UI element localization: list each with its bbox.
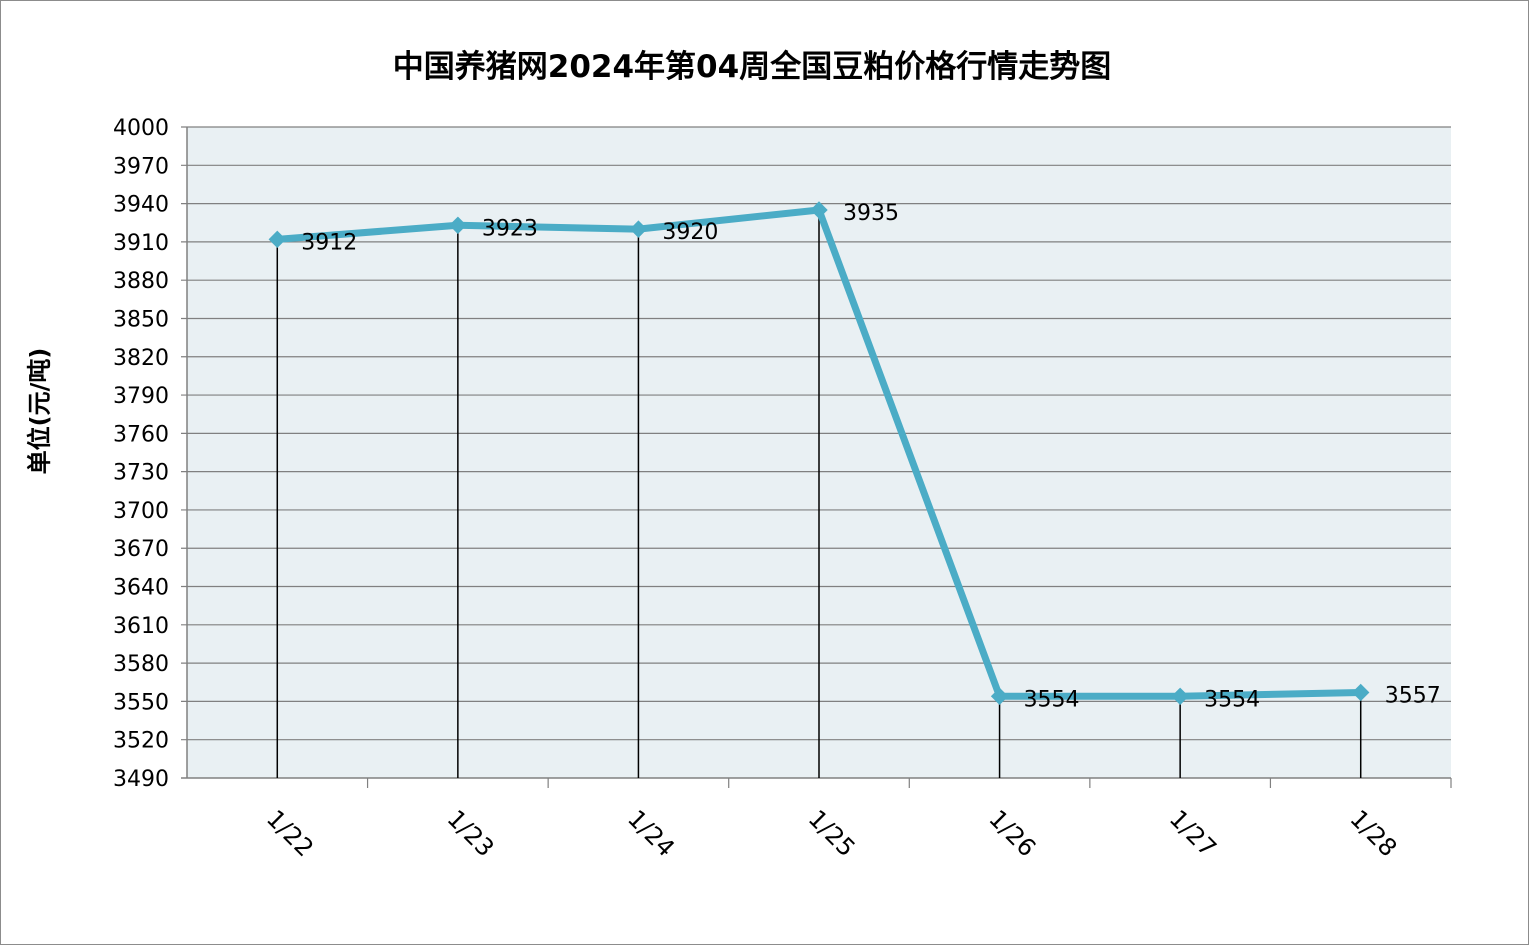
y-tick-label: 3820 xyxy=(113,346,169,371)
y-tick-label: 3490 xyxy=(113,767,169,792)
category-label: 1/22 xyxy=(261,804,319,862)
category-label: 1/26 xyxy=(983,804,1041,862)
grid-lines xyxy=(181,126,1451,779)
data-label: 3554 xyxy=(1204,687,1260,712)
y-tick-label: 3700 xyxy=(113,499,169,524)
data-point-marker xyxy=(990,687,1009,706)
y-tick-label: 3790 xyxy=(113,384,169,409)
drop-lines xyxy=(276,209,1362,778)
y-tick-label: 3940 xyxy=(113,193,169,218)
category-label: 1/25 xyxy=(803,804,861,862)
category-label: 1/27 xyxy=(1164,804,1222,862)
y-tick-label: 3730 xyxy=(113,461,169,486)
data-point-marker xyxy=(268,230,286,249)
data-point-marker xyxy=(810,201,828,219)
y-tick-label: 3550 xyxy=(113,690,169,715)
category-label: 1/28 xyxy=(1344,804,1402,862)
data-label: 3912 xyxy=(301,230,357,255)
data-point-marker xyxy=(449,216,467,234)
y-tick-label: 4000 xyxy=(113,116,169,141)
y-tick-labels: 4000 3970 3940 3910 3880 3850 3820 3790 3760 3730… xyxy=(113,116,169,792)
data-label: 3557 xyxy=(1385,683,1441,708)
y-tick-label: 3910 xyxy=(113,231,169,256)
y-tick-label: 3670 xyxy=(113,537,169,562)
data-label: 3923 xyxy=(482,216,538,241)
data-label: 3920 xyxy=(662,220,718,245)
y-tick-label: 3850 xyxy=(113,307,169,332)
x-tick-marks xyxy=(366,778,1452,788)
category-label: 1/23 xyxy=(442,804,500,862)
category-label: 1/24 xyxy=(622,804,680,862)
chart-title: 中国养猪网2024年第04周全国豆粕价格行情走势图 xyxy=(392,49,1112,85)
data-label: 3935 xyxy=(843,201,899,226)
data-label: 3554 xyxy=(1024,687,1080,712)
y-tick-label: 3520 xyxy=(113,729,169,754)
series-markers xyxy=(268,201,1370,706)
data-labels: 3912 3923 3920 3935 3554 3554 3557 xyxy=(301,201,1440,712)
y-tick-label: 3880 xyxy=(113,269,169,294)
y-tick-label: 3970 xyxy=(113,154,169,179)
y-tick-label: 3760 xyxy=(113,422,169,447)
y-tick-label: 3610 xyxy=(113,614,169,639)
data-point-marker xyxy=(1352,683,1370,702)
y-tick-label: 3640 xyxy=(113,576,169,601)
data-point-marker xyxy=(629,220,648,238)
category-labels: 1/22 1/23 1/24 1/25 1/26 1/27 1/28 xyxy=(261,804,1402,862)
data-point-marker xyxy=(1171,687,1189,706)
y-tick-label: 3580 xyxy=(113,652,169,677)
